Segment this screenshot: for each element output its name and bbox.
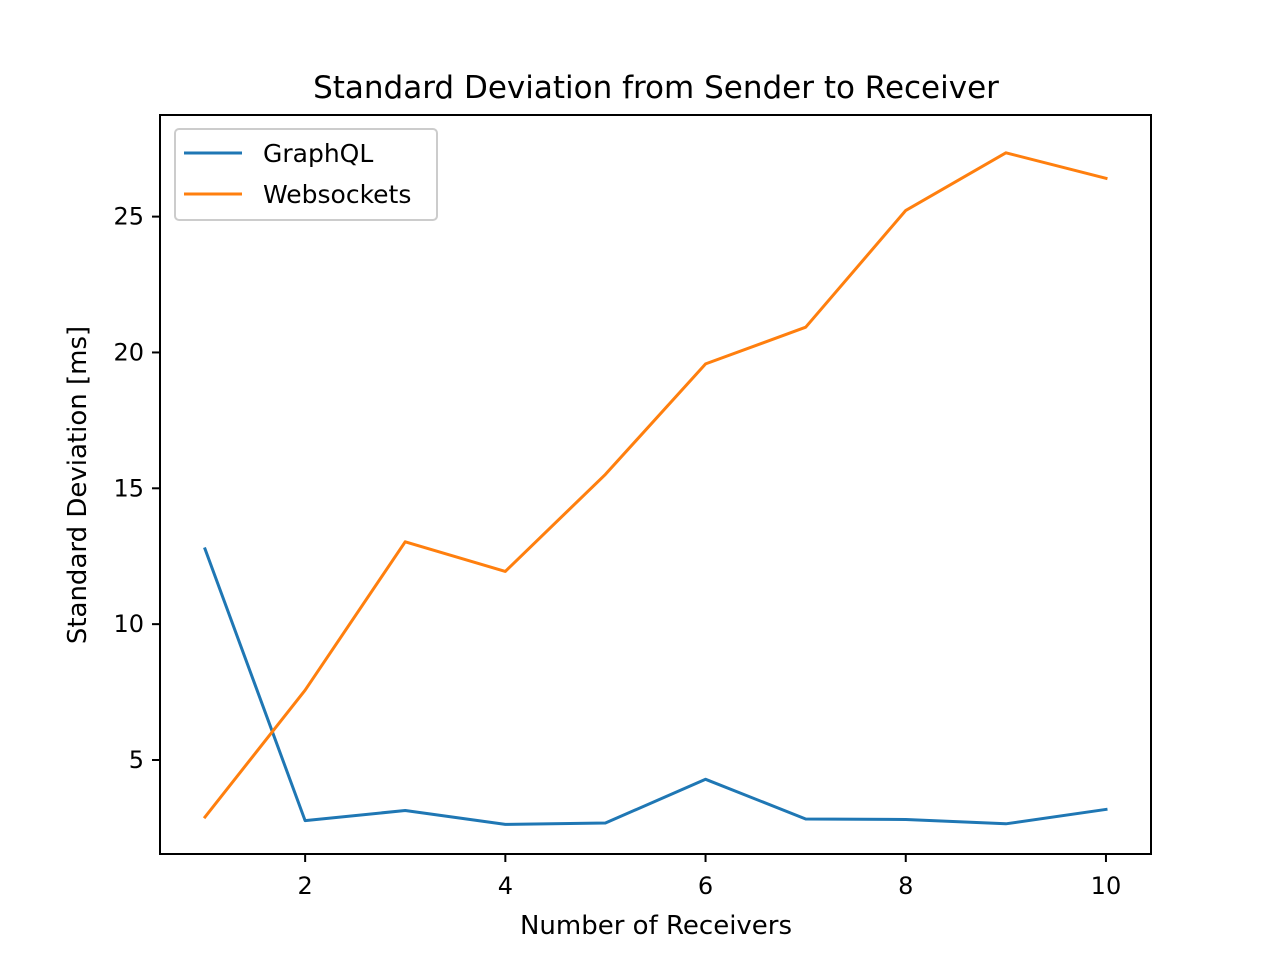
chart-title: Standard Deviation from Sender to Receiv…	[313, 70, 999, 106]
y-tick-label: 5	[129, 746, 144, 774]
x-axis-label: Number of Receivers	[520, 911, 792, 941]
x-tick-label: 4	[498, 872, 513, 900]
x-tick-label: 6	[698, 872, 713, 900]
legend: GraphQL Websockets	[174, 128, 438, 221]
y-tick-label: 10	[113, 610, 144, 638]
series-line-graphql	[203, 546, 1108, 826]
series-line-websockets	[202, 151, 1108, 820]
x-tick-label: 2	[298, 872, 313, 900]
x-tick-label: 8	[898, 872, 913, 900]
y-axis-label: Standard Deviation [ms]	[63, 326, 93, 644]
legend-label-websockets: Websockets	[263, 180, 411, 209]
x-axis-ticks: 2 4 6 8 10	[298, 854, 1122, 900]
y-tick-label: 25	[113, 203, 144, 231]
plot-frame	[159, 114, 1152, 855]
y-axis-ticks: 5 10 15 20 25	[113, 203, 160, 774]
y-tick-label: 15	[113, 474, 144, 502]
y-tick-label: 20	[113, 338, 144, 366]
legend-label-graphql: GraphQL	[263, 139, 373, 168]
series-lines	[202, 151, 1108, 826]
x-tick-label: 10	[1091, 872, 1122, 900]
